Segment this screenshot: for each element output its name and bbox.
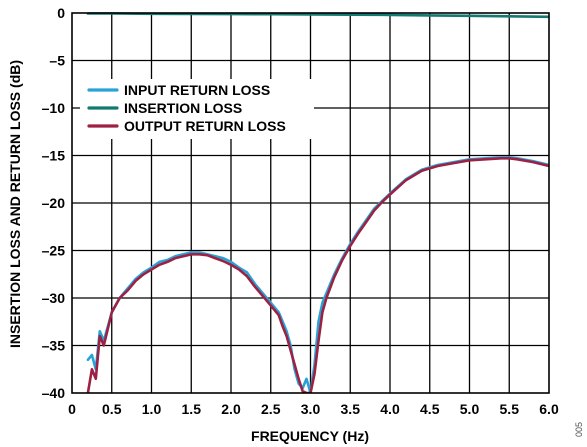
y-tick-label: –40 <box>42 385 66 401</box>
y-tick-label: –35 <box>42 338 66 354</box>
legend-background <box>80 79 314 139</box>
x-tick-label: 1.5 <box>182 401 202 417</box>
series-line-insertion-loss <box>86 12 549 19</box>
x-tick-label: 0 <box>68 401 76 417</box>
x-tick-label: 3.0 <box>301 401 321 417</box>
x-axis-title: FREQUENCY (Hz) <box>251 428 369 444</box>
x-tick-label: 5.5 <box>500 401 520 417</box>
y-tick-label: –30 <box>42 290 66 306</box>
x-tick-label: 2.0 <box>221 401 241 417</box>
y-tick-label: –15 <box>42 148 66 164</box>
legend-label-output-return-loss: OUTPUT RETURN LOSS <box>124 118 286 134</box>
y-tick-label: –20 <box>42 195 66 211</box>
y-tick-label: –10 <box>42 100 66 116</box>
series-line-input-return-loss <box>86 156 549 393</box>
y-tick-label: 0 <box>57 5 65 21</box>
legend-label-insertion-loss: INSERTION LOSS <box>124 100 242 116</box>
y-axis-title: INSERTION LOSS AND RETURN LOSS (dB) <box>7 60 23 348</box>
x-tick-label: 4.0 <box>380 401 400 417</box>
x-tick-label: 0.5 <box>102 401 122 417</box>
x-tick-label: 6.0 <box>539 401 559 417</box>
x-tick-label: 3.5 <box>341 401 361 417</box>
series-line-output-return-loss <box>86 157 549 393</box>
plot-frame <box>71 12 550 394</box>
figure-code: 005 <box>574 422 584 437</box>
plot-border <box>71 12 550 394</box>
x-tick-label: 5.0 <box>460 401 480 417</box>
legend: INPUT RETURN LOSS INSERTION LOSS OUTPUT RE… <box>80 79 314 139</box>
x-axis-ticks: 0 0.5 1.0 1.5 2.0 2.5 3.0 3.5 4.0 4.5 5.0 5.5 6.0 <box>68 401 559 417</box>
y-tick-label: –25 <box>42 243 66 259</box>
y-tick-label: –5 <box>49 53 65 69</box>
y-axis-ticks: 0 –5 –10 –15 –20 –25 –30 –35 –40 <box>42 5 66 401</box>
x-tick-label: 1.0 <box>142 401 162 417</box>
legend-label-input-return-loss: INPUT RETURN LOSS <box>124 82 270 98</box>
x-tick-label: 4.5 <box>420 401 440 417</box>
x-tick-label: 2.5 <box>261 401 281 417</box>
grid <box>72 13 549 393</box>
